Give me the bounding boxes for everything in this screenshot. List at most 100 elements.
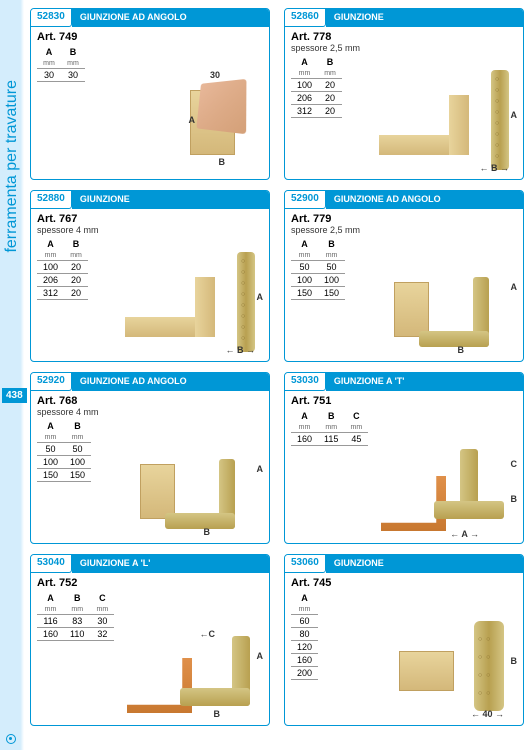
product-card: 52880 GIUNZIONE Art. 767 spessore 4 mm A… [30,190,270,362]
col-header: Amm [37,46,61,69]
product-card: 53040 GIUNZIONE A 'L' Art. 752 AmmBmmCmm… [30,554,270,726]
card-body: Art. 778 spessore 2,5 mm AmmBmm100202062… [285,27,523,179]
bracket-illustration [237,252,255,352]
t-plate-illustration [434,449,504,519]
col-header: Bmm [61,46,85,69]
col-header: Bmm [318,56,342,79]
card-header: 52900 GIUNZIONE AD ANGOLO [285,191,523,209]
card-header: 53060 GIUNZIONE [285,555,523,573]
col-header: Amm [37,420,64,443]
col-header: Amm [291,592,318,615]
card-header: 52860 GIUNZIONE [285,9,523,27]
article-number: Art. 779 [291,213,517,225]
bracket-illustration [491,70,509,170]
dimension-table: AmmBmm100202062031220 [291,56,342,118]
cell: 100 [318,274,345,287]
cell: 20 [318,79,342,92]
cell: 83 [64,615,90,628]
cell: 120 [291,641,318,654]
article-number: Art. 752 [37,577,263,589]
cell: 20 [318,92,342,105]
sidebar: ferramenta per travature [0,0,24,750]
col-header: Amm [291,410,318,433]
cell: 50 [318,261,345,274]
card-body: Art. 751 AmmBmmCmm16011545 C← A →B [285,391,523,543]
product-code: 52900 [284,190,326,209]
wood-illustration [379,95,469,155]
cell: 150 [64,469,91,482]
cell: 200 [291,667,318,680]
article-number: Art. 749 [37,31,263,43]
page-number: 438 [2,388,27,403]
product-code: 53030 [284,372,326,391]
cell: 116 [37,615,64,628]
product-title: GIUNZIONE [326,9,523,27]
sidebar-label: ferramenta per travature [3,80,21,253]
subtitle: spessore 4 mm [37,225,263,235]
product-title: GIUNZIONE [326,555,523,573]
cell: 150 [318,287,345,300]
content: 52830 GIUNZIONE AD ANGOLO Art. 749 AmmBm… [30,8,524,726]
illustration-area: A← B → [125,247,265,357]
product-title: GIUNZIONE AD ANGOLO [72,373,269,391]
card-header: 52920 GIUNZIONE AD ANGOLO [31,373,269,391]
product-code: 52830 [30,8,72,27]
cell: 60 [291,615,318,628]
dimension-table: AmmBmmCmm116833016011032 [37,592,114,641]
product-code: 52880 [30,190,72,209]
cell: 50 [291,261,318,274]
product-card: 53030 GIUNZIONE A 'T' Art. 751 AmmBmmCmm… [284,372,524,544]
col-header: Bmm [64,420,91,443]
card-body: Art. 745 Amm6080120160200 B← 40 → [285,573,523,725]
col-header: Cmm [90,592,114,615]
card-body: Art. 779 spessore 2,5 mm AmmBmm505010010… [285,209,523,361]
product-card: 53060 GIUNZIONE Art. 745 Amm608012016020… [284,554,524,726]
dimension-table: Amm6080120160200 [291,592,318,680]
product-title: GIUNZIONE [72,191,269,209]
illustration-area: A← B → [379,65,519,175]
subtitle: spessore 2,5 mm [291,225,517,235]
dimension-table: AmmBmm3030 [37,46,85,82]
col-header: Amm [291,238,318,261]
col-header: Bmm [64,238,88,261]
cell: 160 [291,654,318,667]
dimension-table: AmmBmm5050100100150150 [291,238,345,300]
product-code: 52920 [30,372,72,391]
bracket-illustration [419,277,489,347]
cell: 20 [64,274,88,287]
article-number: Art. 745 [291,577,517,589]
cell: 80 [291,628,318,641]
card-header: 53030 GIUNZIONE A 'T' [285,373,523,391]
wood-illustration [125,277,215,337]
card-header: 52830 GIUNZIONE AD ANGOLO [31,9,269,27]
article-number: Art. 767 [37,213,263,225]
product-title: GIUNZIONE A 'L' [72,555,269,573]
col-header: Bmm [318,410,344,433]
card-body: Art. 767 spessore 4 mm AmmBmm10020206203… [31,209,269,361]
col-header: Cmm [344,410,368,433]
card-body: Art. 752 AmmBmmCmm116833016011032 ←CAB [31,573,269,725]
cell: 110 [64,628,90,641]
bracket-illustration [165,459,235,529]
card-header: 52880 GIUNZIONE [31,191,269,209]
article-number: Art. 751 [291,395,517,407]
article-number: Art. 778 [291,31,517,43]
cell: 160 [291,433,318,446]
cell: 30 [37,69,61,82]
dimension-table: AmmBmm100202062031220 [37,238,88,300]
product-grid: 52830 GIUNZIONE AD ANGOLO Art. 749 AmmBm… [30,8,524,726]
subtitle: spessore 2,5 mm [291,43,517,53]
illustration-area: 30AB [125,65,265,175]
col-header: Amm [37,592,64,615]
cell: 206 [291,92,318,105]
wood-illustration [399,651,454,691]
card-header: 53040 GIUNZIONE A 'L' [31,555,269,573]
l-plate-illustration [180,636,250,706]
bracket-illustration [196,79,246,134]
cell: 160 [37,628,64,641]
cell: 45 [344,433,368,446]
cell: 100 [64,456,91,469]
cell: 100 [37,456,64,469]
card-body: Art. 749 AmmBmm3030 30AB [31,27,269,179]
cell: 20 [64,287,88,300]
